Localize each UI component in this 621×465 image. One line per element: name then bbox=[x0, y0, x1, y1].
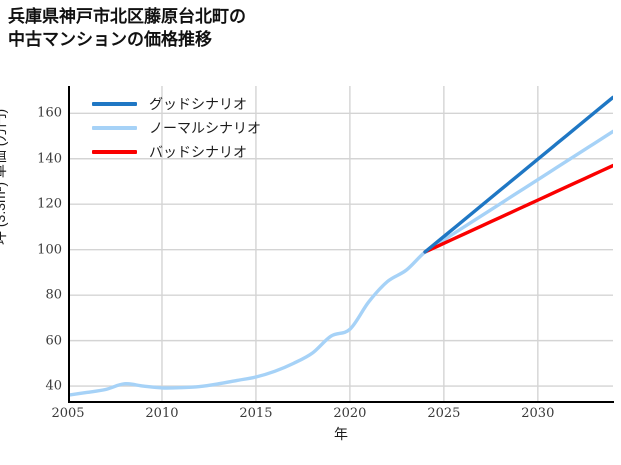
x-axis-tick: 2025 bbox=[427, 406, 461, 421]
y-axis-line bbox=[68, 86, 70, 403]
legend-item[interactable]: グッドシナリオ bbox=[92, 92, 322, 116]
x-axis-line bbox=[68, 401, 614, 403]
plot-svg bbox=[68, 86, 613, 402]
legend-color-swatch bbox=[92, 102, 137, 106]
x-axis-tick: 2015 bbox=[239, 406, 273, 421]
plot-area bbox=[68, 86, 613, 402]
legend-label: ノーマルシナリオ bbox=[149, 120, 261, 136]
legend-item[interactable]: ノーマルシナリオ bbox=[92, 116, 322, 140]
series-line bbox=[423, 163, 613, 254]
legend-color-swatch bbox=[92, 150, 137, 154]
series-lines bbox=[68, 95, 613, 397]
y-axis-tick: 120 bbox=[37, 196, 62, 212]
x-axis-label: 年 bbox=[334, 426, 348, 442]
series-line bbox=[423, 95, 613, 254]
x-axis-tick: 2005 bbox=[51, 406, 85, 421]
legend-color-swatch bbox=[92, 126, 137, 130]
gridlines bbox=[68, 86, 613, 402]
legend-label: バッドシナリオ bbox=[149, 144, 247, 160]
y-axis-tick: 40 bbox=[45, 378, 62, 394]
chart-title: 兵庫県神戸市北区藤原台北町の 中古マンションの価格推移 bbox=[8, 7, 246, 49]
y-axis-tick: 60 bbox=[45, 333, 62, 349]
y-axis-label: 坪 (3.3m²) 単価 (万円) bbox=[0, 108, 8, 245]
chart-legend: グッドシナリオ ノーマルシナリオ バッドシナリオ bbox=[92, 92, 322, 164]
y-axis-tick: 100 bbox=[37, 242, 62, 258]
x-axis-tick: 2010 bbox=[145, 406, 179, 421]
y-axis-tick: 160 bbox=[37, 105, 62, 121]
y-axis-tick: 80 bbox=[45, 287, 62, 303]
y-axis-tick: 140 bbox=[37, 151, 62, 167]
x-axis-tick: 2020 bbox=[333, 406, 367, 421]
series-line bbox=[68, 129, 613, 397]
legend-label: グッドシナリオ bbox=[149, 96, 247, 112]
legend-item[interactable]: バッドシナリオ bbox=[92, 140, 322, 164]
x-axis-tick: 2030 bbox=[521, 406, 555, 421]
